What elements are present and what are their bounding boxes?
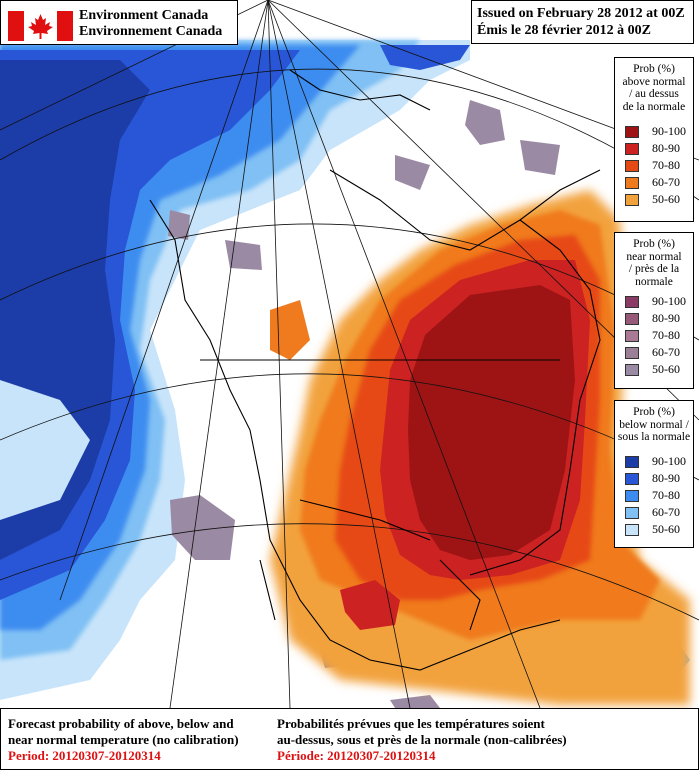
legend-label: 80-90 [652, 141, 680, 155]
legend-title: Prob (%) below normal / sous la normale [615, 401, 693, 444]
legend-swatch [625, 313, 639, 325]
legend-label: 70-80 [652, 328, 680, 342]
legend-swatch [625, 330, 639, 342]
legend-swatch [625, 194, 639, 206]
caption-en-line: Forecast probability of above, below and [8, 716, 234, 731]
agency-name-en: Environment Canada [79, 8, 209, 23]
legend-title-line: near normal [626, 250, 682, 263]
period-fr: Période: 20120307-20120314 [277, 748, 436, 763]
legend-swatch [625, 160, 639, 172]
footer-caption: Forecast probability of above, below and… [0, 708, 699, 770]
legend-label: 70-80 [652, 158, 680, 172]
legend-title: Prob (%) near normal / près de la normal… [615, 233, 693, 288]
issued-date-fr: Émis le 28 février 2012 à 00Z [477, 23, 651, 38]
coastlines [149, 69, 601, 671]
caption-fr-line: au-dessus, sous et près de la normale (n… [277, 732, 567, 747]
legend-title-line: below normal / [619, 418, 689, 431]
legend-title-line: Prob (%) [633, 406, 675, 418]
legend-near-normal: Prob (%) near normal / près de la normal… [614, 232, 694, 389]
legend-swatch [625, 177, 639, 189]
legend-title: Prob (%) above normal / au dessus de la … [615, 58, 693, 113]
legend-swatch [625, 473, 639, 485]
legend-title-line: normale [635, 275, 673, 288]
legend-swatch [625, 347, 639, 359]
legend-title-line: sous la normale [617, 431, 691, 443]
issued-date-en: Issued on February 28 2012 at 00Z [477, 6, 685, 21]
legend-label: 80-90 [652, 471, 680, 485]
legend-label: 60-70 [652, 345, 680, 359]
legend-swatch [625, 296, 639, 308]
agency-name-fr: Environnement Canada [79, 24, 223, 39]
legend-label: 90-100 [652, 454, 686, 468]
legend-swatch [625, 490, 639, 502]
legend-title-line: above normal [622, 75, 686, 88]
legend-label: 80-90 [652, 311, 680, 325]
canada-flag-icon [8, 11, 73, 41]
legend-swatch [625, 143, 639, 155]
legend-above-normal: Prob (%) above normal / au dessus de la … [614, 57, 694, 222]
legend-title-line: Prob (%) [633, 238, 675, 250]
legend-label: 50-60 [652, 362, 680, 376]
legend-swatch [625, 456, 639, 468]
legend-label: 90-100 [652, 294, 686, 308]
legend-label: 90-100 [652, 124, 686, 138]
caption-en-line: near normal temperature (no calibration) [8, 732, 239, 747]
legend-title-line: de la normale [622, 100, 686, 113]
legend-label: 50-60 [652, 192, 680, 206]
legend-swatch [625, 364, 639, 376]
below-normal-field [0, 40, 690, 700]
legend-label: 50-60 [652, 522, 680, 536]
legend-below-normal: Prob (%) below normal / sous la normale … [614, 400, 694, 548]
legend-label: 60-70 [652, 505, 680, 519]
legend-label: 60-70 [652, 175, 680, 189]
legend-swatch [625, 507, 639, 519]
legend-swatch [625, 524, 639, 536]
legend-title-line: / au dessus [629, 88, 679, 100]
legend-title-line: / près de la [628, 263, 680, 275]
legend-title-line: Prob (%) [633, 63, 675, 75]
period-en: Period: 20120307-20120314 [8, 748, 161, 763]
agency-box: Environment Canada Environnement Canada [0, 0, 238, 45]
issued-box: Issued on February 28 2012 at 00Z Émis l… [471, 0, 694, 44]
caption-fr-line: Probabilités prévues que les température… [277, 716, 545, 731]
legend-swatch [625, 126, 639, 138]
legend-label: 70-80 [652, 488, 680, 502]
